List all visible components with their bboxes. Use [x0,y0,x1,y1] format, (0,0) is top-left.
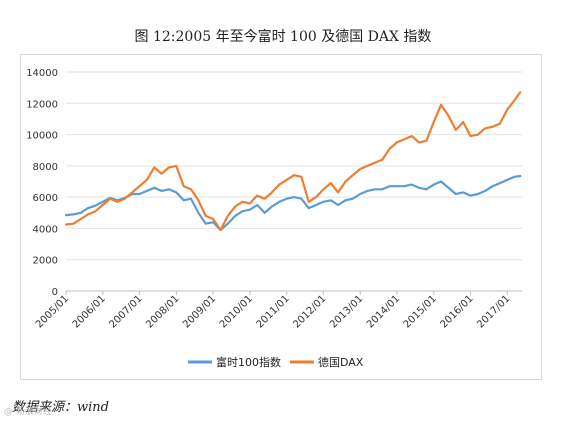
x-tick-label: 2016/01 [438,293,475,330]
x-tick-label: 2008/01 [144,293,181,330]
x-axis: 2005/01 2006/01 2007/01 2008/01 2009/01 2010/… [34,291,512,330]
y-tick-label: 6000 [33,193,58,204]
y-tick-label: 8000 [33,162,58,173]
series-group [64,91,522,232]
y-tick-label: 12000 [26,99,58,110]
y-axis: 0 2000 4000 6000 8000 10000 12000 14000 [26,68,58,298]
legend-label-1: 富时100指数 [216,355,281,369]
x-tick-label: 2009/01 [181,293,218,330]
grid-lines [66,71,522,292]
x-tick-label: 2017/01 [475,293,512,330]
y-tick-label: 2000 [33,256,58,267]
chart-title: 图 12:2005 年至今富时 100 及德国 DAX 指数 [134,29,432,45]
x-tick-label: 2007/01 [108,293,145,330]
legend: 富时100指数 德国DAX [188,355,364,369]
x-tick-label: 2014/01 [365,293,402,330]
x-tick-label: 2012/01 [291,293,328,330]
y-tick-label: 0 [52,287,58,298]
y-tick-label: 4000 [33,224,58,235]
x-tick-label: 2013/01 [328,293,365,330]
x-tick-label: 2011/01 [255,293,292,330]
series-line-1 [64,174,522,232]
legend-label-2: 德国DAX [318,355,364,369]
x-tick-label: 2005/01 [34,293,71,330]
chart-frame [20,54,542,380]
x-tick-label: 2010/01 [218,293,255,330]
x-tick-label: 2015/01 [402,293,439,330]
watermark: @ 新浪财经 [4,407,52,417]
x-tick-label: 2006/01 [71,293,108,330]
source-note: 数据来源：wind [12,400,109,415]
series-line-2 [64,91,522,232]
y-tick-label: 10000 [26,131,58,142]
y-tick-label: 14000 [26,68,58,79]
